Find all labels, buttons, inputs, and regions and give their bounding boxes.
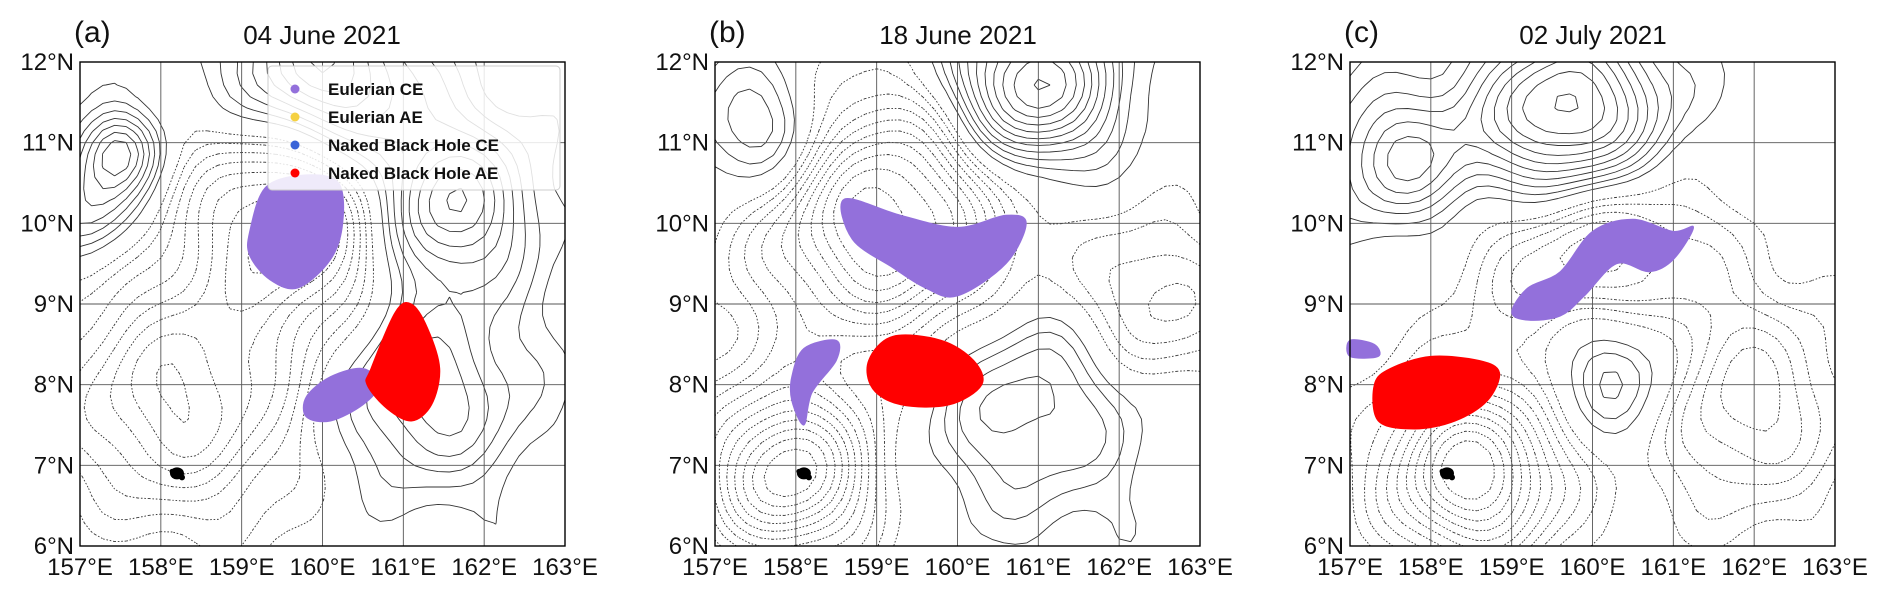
y-tick-label: 10°N: [1290, 210, 1344, 237]
x-tick-label: 157°E: [1317, 554, 1383, 581]
x-tick-label: 162°E: [1086, 554, 1152, 581]
island-marker: [796, 468, 802, 474]
naked-black-hole-ae-patch: [365, 302, 441, 422]
panel-a: 157°E 158°E 159°E 160°E 161°E 162°E 163°E 6°N 7…: [20, 16, 597, 581]
panel-label: (b): [709, 16, 746, 49]
panel-b: 157°E 158°E 159°E 160°E 161°E 162°E 163°E 6°N 7…: [655, 16, 1232, 581]
panel-title: 04 June 2021: [243, 20, 401, 50]
legend: Eulerian CE Eulerian AE Naked Black Hole…: [267, 65, 561, 191]
y-tick-label: 6°N: [669, 533, 709, 560]
x-tick-label: 162°E: [1721, 554, 1787, 581]
y-tick-label: 6°N: [1304, 533, 1344, 560]
y-tick-label: 8°N: [1304, 372, 1344, 399]
legend-marker-eulerian-ce: [290, 84, 300, 94]
black-marker: [796, 467, 812, 481]
y-tick-label: 10°N: [655, 210, 709, 237]
y-tick-labels: 6°N 7°N 8°N 9°N 10°N 11°N 12°N: [1290, 49, 1344, 560]
x-tick-label: 159°E: [209, 554, 275, 581]
positive-contours: [714, 61, 1156, 545]
positive-contours: [1349, 61, 1725, 435]
y-tick-label: 9°N: [34, 291, 74, 318]
naked-black-hole-ae-patch: [866, 334, 984, 408]
contour-lines: [1349, 61, 1836, 547]
y-tick-label: 11°N: [22, 130, 74, 157]
legend-label-eulerian-ae: Eulerian AE: [328, 108, 423, 127]
x-tick-label: 161°E: [1641, 554, 1707, 581]
eddy-patches: [1346, 218, 1695, 430]
x-tick-labels: 157°E 158°E 159°E 160°E 161°E 162°E 163°E: [47, 554, 598, 581]
black-marker: [169, 467, 185, 481]
map-frame: [1349, 61, 1836, 547]
legend-label-nbh-ae: Naked Black Hole AE: [328, 164, 498, 183]
x-tick-label: 159°E: [844, 554, 910, 581]
x-tick-label: 162°E: [451, 554, 517, 581]
x-tick-label: 160°E: [925, 554, 991, 581]
y-tick-label: 7°N: [669, 452, 709, 479]
y-tick-label: 9°N: [1304, 291, 1344, 318]
legend-marker-nbh-ce: [290, 140, 300, 150]
legend-label-nbh-ce: Naked Black Hole CE: [328, 136, 499, 155]
island-marker: [169, 468, 175, 474]
y-tick-label: 11°N: [1292, 130, 1344, 157]
panel-label: (a): [74, 16, 111, 49]
y-tick-label: 9°N: [669, 291, 709, 318]
y-tick-label: 7°N: [34, 452, 74, 479]
x-tick-label: 157°E: [682, 554, 748, 581]
island-marker: [1449, 474, 1455, 481]
y-tick-label: 10°N: [20, 210, 74, 237]
x-tick-label: 158°E: [128, 554, 194, 581]
eulerian-ce-patch: [789, 339, 841, 426]
map-frame: [714, 61, 1201, 547]
x-tick-labels: 157°E 158°E 159°E 160°E 161°E 162°E 163°E: [1317, 554, 1868, 581]
y-tick-label: 6°N: [34, 533, 74, 560]
y-tick-labels: 6°N 7°N 8°N 9°N 10°N 11°N 12°N: [655, 49, 709, 560]
y-tick-label: 12°N: [20, 49, 74, 76]
x-tick-label: 158°E: [1398, 554, 1464, 581]
x-tick-label: 160°E: [1560, 554, 1626, 581]
legend-label-eulerian-ce: Eulerian CE: [328, 80, 423, 99]
eddy-patches: [789, 197, 1027, 426]
legend-frame: [267, 65, 561, 191]
negative-contours: [79, 130, 374, 547]
eulerian-ce-patch: [1346, 339, 1381, 359]
x-tick-label: 161°E: [1006, 554, 1072, 581]
map-frame: [79, 61, 566, 547]
y-tick-label: 8°N: [669, 372, 709, 399]
x-tick-label: 159°E: [1479, 554, 1545, 581]
x-tick-label: 161°E: [371, 554, 437, 581]
x-tick-labels: 157°E 158°E 159°E 160°E 161°E 162°E 163°E: [682, 554, 1233, 581]
negative-contours: [1349, 178, 1836, 547]
grid-lines: [715, 62, 1200, 546]
eulerian-ce-patch: [1511, 218, 1695, 321]
panel-title: 02 July 2021: [1519, 20, 1666, 50]
y-tick-label: 8°N: [34, 372, 74, 399]
y-tick-label: 12°N: [1290, 49, 1344, 76]
legend-marker-eulerian-ae: [290, 112, 300, 122]
y-tick-labels: 6°N 7°N 8°N 9°N 10°N 11°N 12°N: [20, 49, 74, 560]
naked-black-hole-ae-patch: [1372, 355, 1501, 430]
island-marker: [805, 474, 812, 481]
x-tick-label: 163°E: [1167, 554, 1233, 581]
eddy-patches: [246, 174, 441, 423]
black-marker: [1439, 467, 1455, 481]
eulerian-ce-patch: [840, 197, 1027, 298]
island-marker: [179, 474, 185, 481]
x-tick-label: 157°E: [47, 554, 113, 581]
y-tick-label: 12°N: [655, 49, 709, 76]
x-tick-label: 158°E: [763, 554, 829, 581]
x-tick-label: 160°E: [290, 554, 356, 581]
panel-c: 157°E 158°E 159°E 160°E 161°E 162°E 163°E 6°N 7…: [1290, 16, 1867, 581]
panel-title: 18 June 2021: [879, 20, 1037, 50]
legend-marker-nbh-ae: [290, 168, 300, 178]
y-tick-label: 7°N: [1304, 452, 1344, 479]
panel-label: (c): [1344, 16, 1379, 49]
x-tick-label: 163°E: [532, 554, 598, 581]
y-tick-label: 11°N: [657, 130, 709, 157]
island-marker: [1439, 468, 1445, 474]
x-tick-label: 163°E: [1802, 554, 1868, 581]
